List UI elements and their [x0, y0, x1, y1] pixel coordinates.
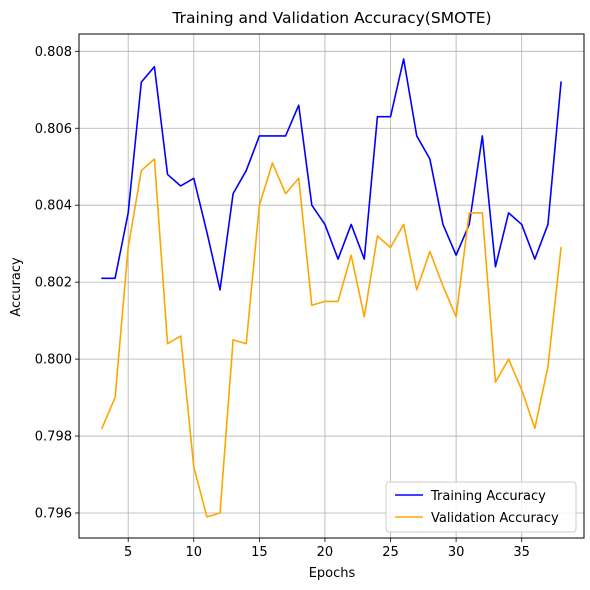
y-tick-label: 0.802	[35, 276, 72, 291]
y-tick-label: 0.796	[35, 506, 72, 521]
x-tick-label: 15	[251, 545, 268, 560]
y-tick-label: 0.808	[35, 45, 72, 60]
x-tick-label: 20	[317, 545, 334, 560]
y-tick-label: 0.800	[35, 353, 72, 368]
legend: Training Accuracy Validation Accuracy	[385, 481, 577, 533]
training-accuracy-line	[101, 58, 562, 291]
chart-title: Training and Validation Accuracy(SMOTE)	[171, 9, 491, 27]
x-tick-label: 35	[513, 545, 530, 560]
x-tick-label: 30	[448, 545, 465, 560]
legend-box	[385, 481, 577, 533]
legend-label-validation: Validation Accuracy	[431, 511, 559, 526]
y-tick-label: 0.806	[35, 122, 72, 137]
x-tick-label: 10	[185, 545, 202, 560]
y-tick-label: 0.804	[35, 199, 72, 214]
x-tick-label: 25	[382, 545, 399, 560]
x-axis: 5 10 15 20 25 30 35	[124, 538, 530, 560]
x-axis-label: Epochs	[309, 566, 356, 581]
validation-accuracy-line	[101, 158, 562, 518]
y-axis: 0.796 0.798 0.800 0.802 0.804 0.806 0.808	[35, 45, 79, 521]
x-tick-label: 5	[124, 545, 132, 560]
plot-frame	[78, 33, 585, 539]
y-tick-label: 0.798	[35, 430, 72, 445]
y-axis-label: Accuracy	[9, 257, 24, 317]
legend-label-training: Training Accuracy	[430, 489, 546, 504]
grid	[79, 34, 584, 538]
series-layer	[101, 58, 562, 518]
